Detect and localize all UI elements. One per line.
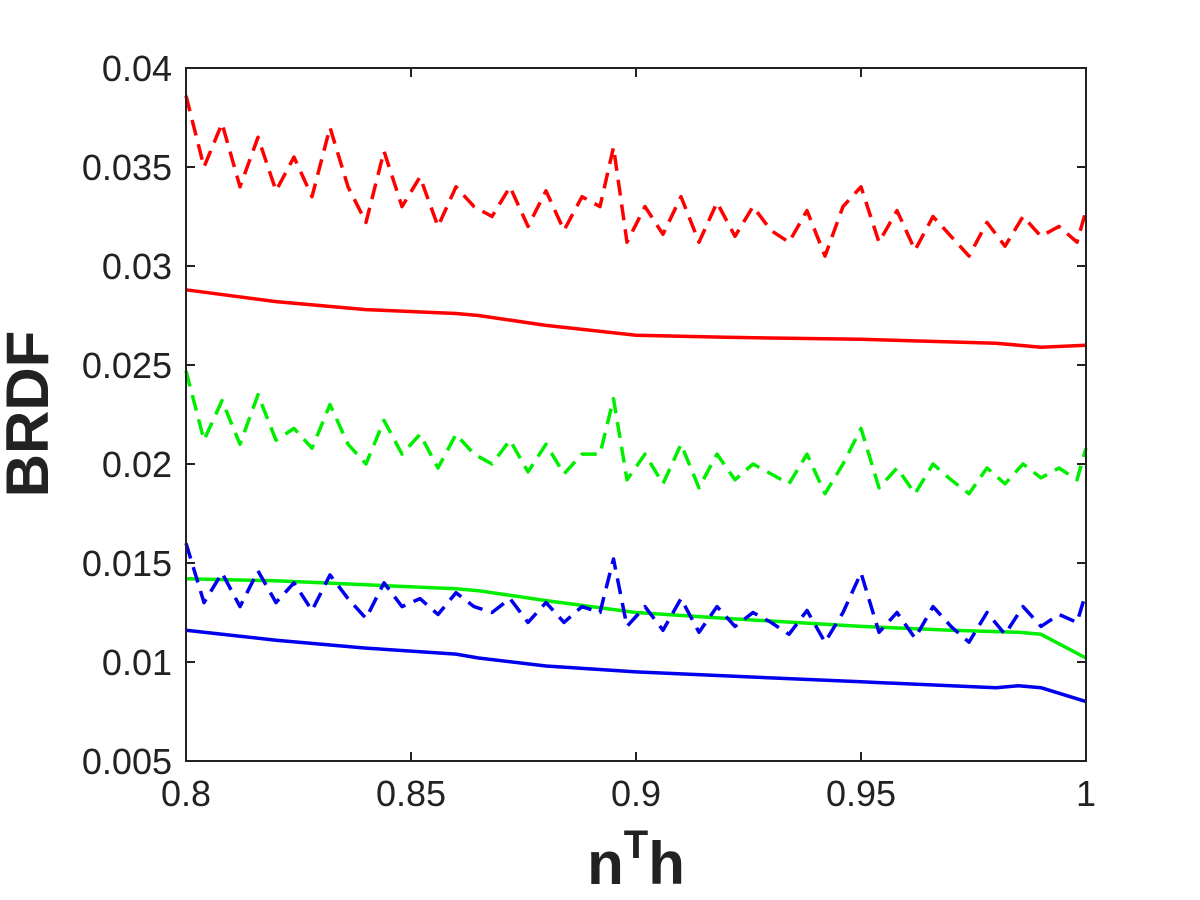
x-tick-label: 0.9 — [611, 773, 661, 814]
x-axis-label-suffix: h — [648, 830, 685, 897]
x-tick-label: 1 — [1076, 773, 1096, 814]
y-tick-label: 0.015 — [82, 543, 172, 584]
x-tick-labels: 0.8 0.85 0.9 0.95 1 — [161, 773, 1096, 814]
x-axis-label-base: n — [587, 830, 624, 897]
series-layer — [184, 95, 1088, 704]
tick-layer — [185, 67, 1087, 762]
series-line-3-solid — [185, 628, 1087, 704]
y-tick-label: 0.005 — [82, 741, 172, 782]
x-tick-label: 0.95 — [826, 773, 896, 814]
series-line-1-solid — [185, 288, 1087, 349]
series-line-4-dashed — [184, 95, 1088, 258]
x-axis-label: nTh — [587, 823, 685, 897]
series-line-6-dashed — [184, 542, 1088, 644]
y-tick-label: 0.025 — [82, 345, 172, 386]
y-tick-label: 0.02 — [102, 444, 172, 485]
x-tick-label: 0.85 — [376, 773, 446, 814]
y-axis-label: BRDF — [0, 331, 61, 498]
series-line-2-solid — [185, 577, 1087, 660]
x-tick-label: 0.8 — [161, 773, 211, 814]
y-tick-label: 0.01 — [102, 642, 172, 683]
plot-frame — [185, 67, 1087, 762]
y-tick-label: 0.035 — [82, 147, 172, 188]
y-tick-labels: 0.005 0.01 0.015 0.02 0.025 0.03 0.035 0.04 — [82, 48, 172, 782]
x-axis-label-superscript: T — [624, 823, 648, 867]
y-tick-label: 0.04 — [102, 48, 172, 89]
series-line-5-dashed — [184, 370, 1088, 496]
y-tick-label: 0.03 — [102, 246, 172, 287]
